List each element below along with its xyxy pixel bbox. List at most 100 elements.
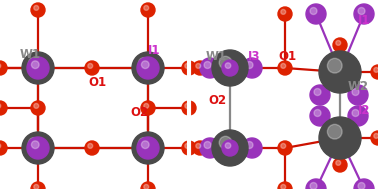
Circle shape [88,64,93,68]
Circle shape [212,130,248,166]
Text: O1: O1 [278,50,296,63]
Circle shape [327,58,342,73]
Circle shape [310,106,330,126]
Circle shape [371,65,378,79]
Circle shape [0,101,7,115]
Circle shape [348,85,368,105]
Text: W2: W2 [348,80,369,92]
Circle shape [193,61,207,75]
Circle shape [336,160,341,165]
Circle shape [182,141,196,155]
Circle shape [0,64,1,68]
Circle shape [319,51,361,93]
Circle shape [182,101,196,115]
Text: W1: W1 [20,49,41,61]
Circle shape [354,4,374,24]
Circle shape [212,50,248,86]
Circle shape [85,61,99,75]
Circle shape [132,132,164,164]
Circle shape [85,141,99,155]
Circle shape [144,184,149,189]
Circle shape [34,5,39,10]
Circle shape [27,57,49,79]
Circle shape [358,183,365,189]
Circle shape [185,143,190,148]
Text: O1: O1 [88,75,106,88]
Circle shape [132,52,164,84]
Circle shape [144,103,149,108]
Circle shape [22,132,54,164]
Circle shape [225,63,231,68]
Text: I1: I1 [148,43,161,57]
Text: W1: W1 [206,50,227,63]
Circle shape [138,58,150,69]
Circle shape [246,142,253,149]
Circle shape [352,88,359,95]
Circle shape [204,142,211,149]
Circle shape [185,64,190,68]
Circle shape [281,9,286,14]
Circle shape [138,138,150,149]
Circle shape [28,138,40,149]
Circle shape [242,58,262,78]
Circle shape [137,57,159,79]
Text: O2: O2 [130,105,148,119]
Circle shape [31,141,39,149]
Circle shape [141,182,155,189]
Circle shape [281,64,286,68]
Circle shape [354,179,374,189]
Circle shape [306,4,326,24]
Circle shape [0,61,7,75]
Circle shape [278,141,292,155]
Circle shape [327,124,342,139]
Circle shape [141,61,149,69]
Circle shape [185,103,190,108]
Circle shape [200,138,220,158]
Circle shape [348,106,368,126]
Circle shape [141,101,155,115]
Circle shape [193,141,207,155]
Circle shape [278,7,292,21]
Circle shape [31,101,45,115]
Circle shape [374,67,378,72]
Circle shape [222,60,238,76]
Text: I2: I2 [358,104,370,116]
Circle shape [0,141,7,155]
Circle shape [22,52,54,84]
Circle shape [27,137,49,159]
Circle shape [314,109,321,116]
Circle shape [31,182,45,189]
Circle shape [222,140,238,156]
Circle shape [358,8,365,15]
Circle shape [204,61,211,68]
Circle shape [336,40,341,45]
Circle shape [141,141,149,149]
Circle shape [352,109,359,116]
Text: O2: O2 [208,94,226,106]
Circle shape [374,133,378,138]
Circle shape [31,3,45,17]
Circle shape [310,8,317,15]
Circle shape [196,143,201,148]
Circle shape [219,136,232,149]
Circle shape [31,61,39,69]
Circle shape [196,64,201,68]
Circle shape [278,182,292,189]
Circle shape [333,38,347,52]
Circle shape [246,61,253,68]
Circle shape [0,143,1,148]
Circle shape [200,58,220,78]
Circle shape [281,184,286,189]
Circle shape [310,183,317,189]
Circle shape [310,85,330,105]
Circle shape [141,3,155,17]
Circle shape [34,184,39,189]
Circle shape [137,137,159,159]
Circle shape [319,117,361,159]
Circle shape [225,143,231,148]
Circle shape [182,61,196,75]
Circle shape [278,61,292,75]
Circle shape [0,103,1,108]
Circle shape [281,143,286,148]
Circle shape [371,131,378,145]
